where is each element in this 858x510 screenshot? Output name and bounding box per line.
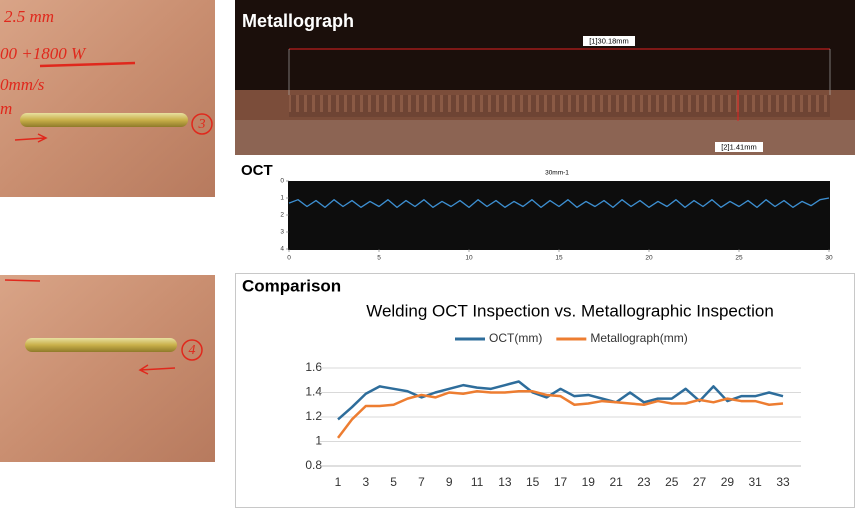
y-tick-label: 0 (280, 178, 284, 185)
x-tick-label: 20 (645, 255, 653, 262)
x-tick-label: 21 (609, 475, 623, 489)
x-tick-label: 30 (825, 255, 833, 262)
arrow (14, 133, 48, 143)
y-tick-label: 1 (280, 195, 284, 202)
x-tick-label: 25 (735, 255, 743, 262)
y-tick-label: 4 (280, 246, 284, 253)
note: 00 +1800 W (0, 44, 87, 63)
x-tick-label: 25 (665, 475, 679, 489)
note: m (0, 99, 12, 118)
weld-bead (20, 113, 188, 127)
chart-border (235, 273, 855, 508)
line-series (288, 197, 830, 208)
sample-number: 3 (198, 117, 206, 132)
x-tick-label: 15 (526, 475, 540, 489)
photo-sample-3: 2.5 mm 00 +1800 W 0mm/s m 3 (0, 0, 215, 197)
arrow (4, 279, 41, 282)
note: 2.5 mm (4, 7, 54, 26)
chart-title: 30mm-1 (545, 170, 569, 177)
copper-plate (0, 275, 215, 462)
x-tick-label: 10 (465, 255, 473, 262)
x-tick-label: 11 (471, 475, 484, 489)
line-series (337, 390, 784, 439)
weld-bead (25, 338, 177, 352)
underline (39, 61, 136, 68)
chart-title: Welding OCT Inspection vs. Metallographi… (366, 301, 774, 320)
x-tick-label: 19 (582, 475, 596, 489)
x-tick-label: 17 (554, 475, 568, 489)
y-tick-label: 3 (280, 229, 284, 236)
weld-zone (289, 95, 830, 117)
x-tick-label: 9 (446, 475, 453, 489)
x-tick-label: 5 (390, 475, 397, 489)
line-series (337, 380, 784, 421)
panel-title: Metallograph (242, 11, 354, 31)
x-tick-label: 7 (418, 475, 425, 489)
legend-label: Metallograph(mm) (590, 331, 687, 345)
number-circle (191, 113, 213, 135)
y-tick-label: 1.6 (305, 360, 322, 374)
dimension-label: [2]1.41mm (721, 142, 756, 151)
sample-number: 4 (189, 343, 196, 358)
y-tick-label: 0.8 (305, 458, 322, 472)
x-tick-label: 5 (377, 255, 381, 262)
x-tick-label: 29 (721, 475, 735, 489)
x-tick-label: 1 (335, 475, 342, 489)
metallograph-panel: Metallograph [1]30.18mm [2]1.41mm (235, 0, 855, 155)
plot-background (288, 181, 830, 250)
x-tick-label: 27 (693, 475, 707, 489)
x-tick-label: 23 (637, 475, 651, 489)
x-tick-label: 31 (749, 475, 763, 489)
copper-plate (0, 0, 215, 197)
y-tick-label: 2 (280, 212, 284, 219)
y-tick-label: 1.4 (305, 385, 322, 399)
x-tick-label: 33 (776, 475, 790, 489)
note: 0mm/s (0, 75, 45, 94)
x-tick-label: 15 (555, 255, 563, 262)
y-tick-label: 1 (315, 434, 322, 448)
x-tick-label: 3 (362, 475, 369, 489)
panel-title: Comparison (242, 276, 341, 295)
legend-label: OCT(mm) (489, 331, 542, 345)
x-tick-label: 0 (287, 255, 291, 262)
x-tick-label: 13 (498, 475, 512, 489)
arrow (138, 364, 176, 375)
panel-title: OCT (241, 162, 273, 179)
y-tick-label: 1.2 (305, 409, 322, 423)
label-box (715, 142, 763, 152)
photo-sample-4: 4 (0, 275, 215, 462)
number-circle (181, 339, 203, 361)
label-box (583, 36, 635, 46)
dimension-label: [1]30.18mm (589, 36, 629, 45)
